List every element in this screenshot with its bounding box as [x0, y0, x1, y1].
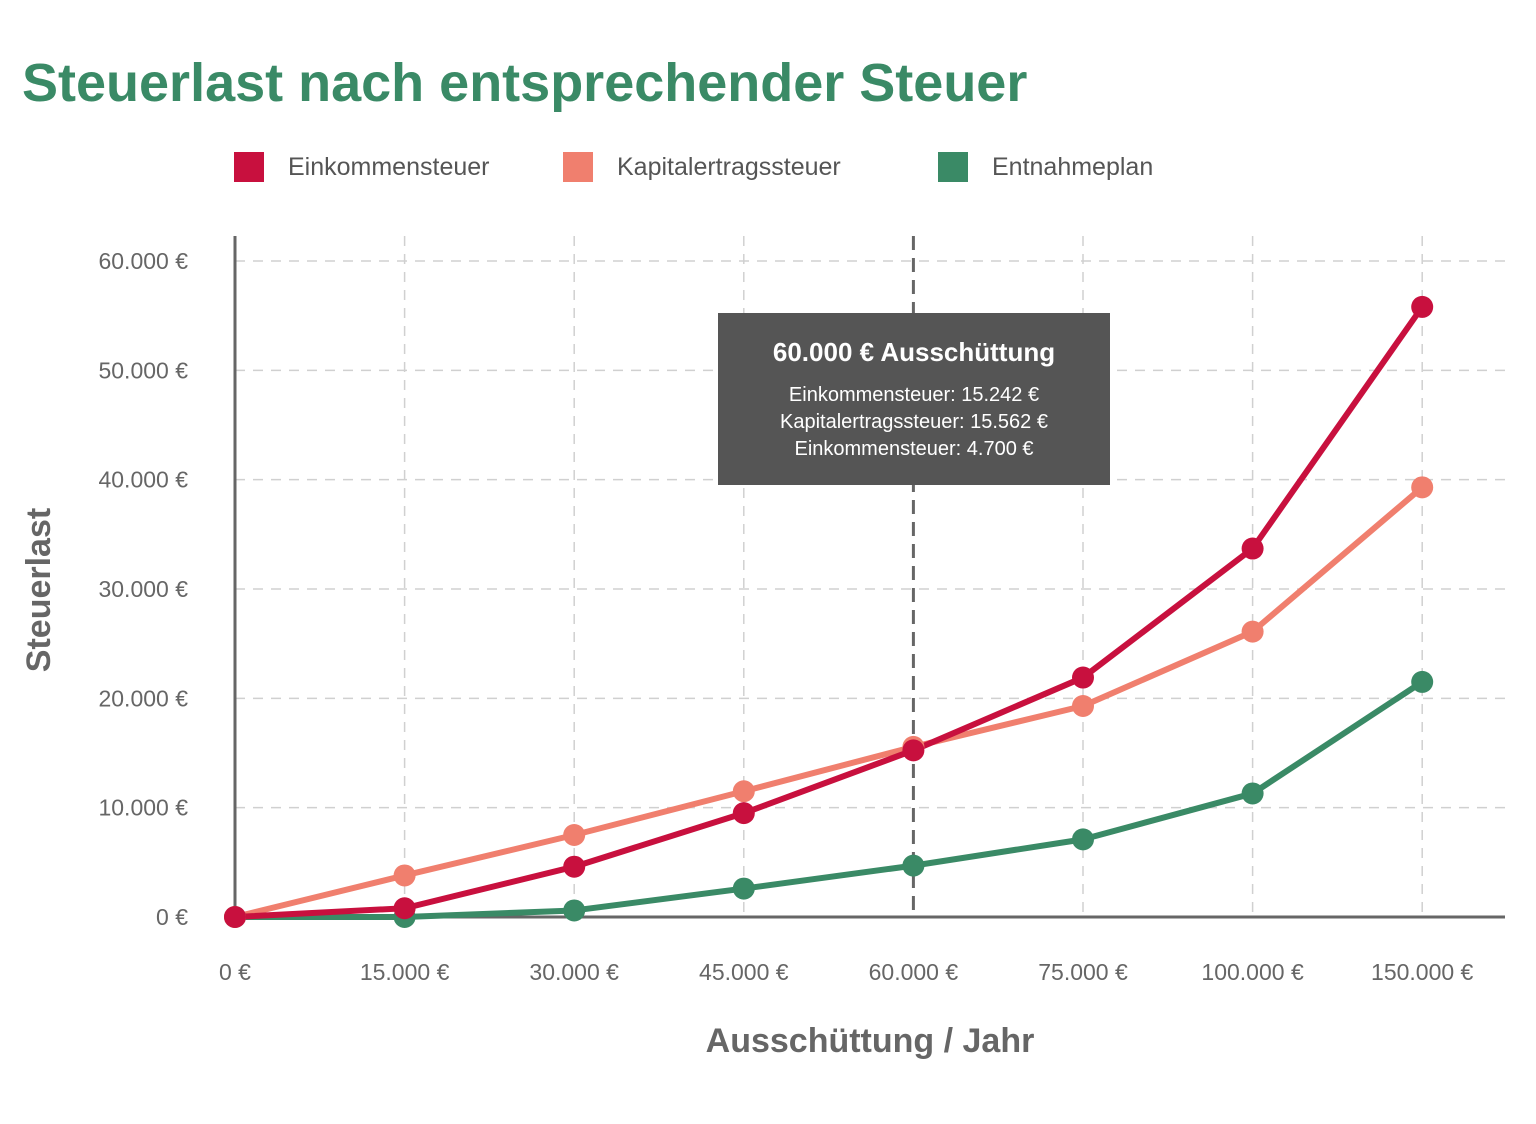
data-point-entnahmeplan[interactable]	[902, 854, 925, 877]
series-line-kapitalertragssteuer	[232, 484, 1426, 920]
x-tick-label: 75.000 €	[1038, 959, 1128, 985]
data-point-einkommensteuer[interactable]	[1411, 295, 1434, 318]
y-tick-label: 60.000 €	[98, 248, 188, 274]
x-tick-label: 150.000 €	[1371, 959, 1474, 985]
legend-label: Kapitalertragssteuer	[617, 152, 841, 181]
y-tick-label: 40.000 €	[98, 467, 188, 493]
legend-swatch-einkommensteuer	[234, 152, 264, 182]
y-tick-label: 10.000 €	[98, 795, 188, 821]
tooltip-line: Einkommensteuer: 4.700 €	[794, 438, 1034, 460]
tooltip-title: 60.000 € Ausschüttung	[772, 337, 1056, 367]
data-point-kapitalertragssteuer[interactable]	[1411, 476, 1434, 499]
legend-swatch-entnahmeplan	[938, 152, 968, 182]
data-point-kapitalertragssteuer[interactable]	[1072, 694, 1094, 717]
x-tick-label: 30.000 €	[529, 959, 619, 985]
series-line-entnahmeplan	[232, 678, 1426, 920]
y-tick-label: 0 €	[156, 904, 188, 930]
data-point-kapitalertragssteuer[interactable]	[393, 864, 416, 887]
legend-label: Einkommensteuer	[288, 152, 490, 181]
tooltip: 60.000 € Ausschüttung Einkommensteuer: 1…	[718, 313, 1110, 485]
x-tick-label: 15.000 €	[360, 959, 450, 985]
data-point-entnahmeplan[interactable]	[563, 899, 586, 922]
data-point-einkommensteuer[interactable]	[393, 897, 416, 920]
x-tick-label: 60.000 €	[869, 959, 959, 985]
data-point-entnahmeplan[interactable]	[1411, 670, 1434, 693]
tick-labels: 0 € 10.000 € 20.000 € 30.000 € 40.000 € 50.00…	[98, 248, 1473, 985]
x-tick-label: 45.000 €	[699, 959, 789, 985]
data-point-kapitalertragssteuer[interactable]	[563, 824, 586, 846]
data-point-einkommensteuer[interactable]	[224, 906, 246, 928]
legend-label: Entnahmeplan	[992, 152, 1154, 181]
legend-swatch-kapitalertragssteuer	[563, 152, 593, 182]
chart-title: Steuerlast nach entsprechender Steuer	[22, 53, 1028, 113]
legend: Einkommensteuer Kapitalertragssteuer Ent…	[0, 152, 1536, 192]
data-point-einkommensteuer[interactable]	[732, 802, 755, 825]
data-point-entnahmeplan[interactable]	[1072, 828, 1094, 851]
y-tick-label: 20.000 €	[98, 685, 188, 711]
y-tick-label: 30.000 €	[98, 576, 188, 602]
tooltip-line: Einkommensteuer: 15.242 €	[788, 384, 1040, 406]
series-points	[224, 295, 1434, 928]
legend-item-kapitalertragssteuer[interactable]: Kapitalertragssteuer	[563, 152, 841, 182]
y-tick-label: 50.000 €	[98, 357, 188, 383]
data-point-einkommensteuer[interactable]	[1241, 537, 1264, 560]
data-point-entnahmeplan[interactable]	[732, 877, 755, 900]
data-point-entnahmeplan[interactable]	[1241, 782, 1264, 805]
y-axis-title: Steuerlast	[20, 508, 58, 672]
tooltip-line: Kapitalertragssteuer: 15.562 €	[780, 411, 1048, 433]
series-lines	[232, 303, 1426, 920]
data-point-einkommensteuer[interactable]	[563, 855, 586, 878]
data-point-einkommensteuer[interactable]	[1072, 666, 1094, 689]
x-tick-label: 100.000 €	[1201, 959, 1304, 985]
series-line-einkommensteuer	[232, 303, 1426, 920]
x-tick-label: 0 €	[219, 959, 251, 985]
x-axis-title: Ausschüttung / Jahr	[706, 1022, 1035, 1060]
data-point-kapitalertragssteuer[interactable]	[1241, 620, 1264, 643]
data-point-kapitalertragssteuer[interactable]	[732, 780, 755, 803]
legend-item-entnahmeplan[interactable]: Entnahmeplan	[938, 152, 1153, 182]
legend-item-einkommensteuer[interactable]: Einkommensteuer	[234, 152, 489, 182]
data-point-einkommensteuer[interactable]	[902, 739, 925, 762]
